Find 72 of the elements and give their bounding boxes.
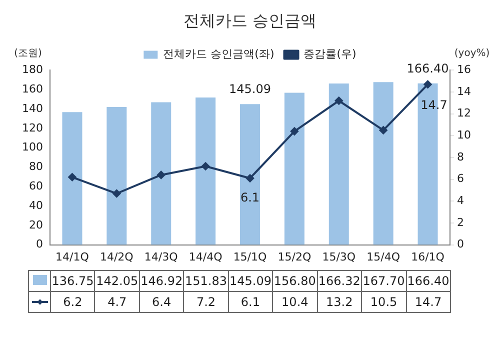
legend-label: 증감률(우) — [304, 48, 356, 61]
y2-tick-label: 10 — [457, 128, 471, 142]
y-tick-label: 20 — [29, 218, 43, 232]
x-tick-label: 14/4Q — [188, 250, 223, 264]
annotation: 166.40 — [406, 62, 449, 76]
data-label: 145.09 — [228, 270, 273, 292]
data-label: 146.92 — [139, 270, 184, 292]
bar — [240, 104, 260, 245]
bar — [328, 83, 349, 245]
data-label: 10.4 — [272, 292, 318, 312]
y2-tick-label: 12 — [457, 106, 471, 120]
x-tick-label: 15/1Q — [233, 250, 268, 264]
y2-tick-label: 14 — [457, 84, 471, 98]
data-label: 6.1 — [228, 292, 273, 312]
bar — [151, 102, 172, 245]
bar — [106, 107, 127, 245]
data-label: 7.2 — [184, 292, 228, 312]
x-tick-label: 14/3Q — [144, 250, 178, 264]
annotation: 6.1 — [240, 190, 260, 205]
x-tick-label: 14/1Q — [56, 250, 90, 264]
point — [157, 170, 166, 179]
data-label: 151.83 — [184, 270, 228, 292]
point — [202, 162, 210, 170]
data-label: 136.75 — [50, 270, 95, 292]
y-tick-label: 100 — [22, 140, 43, 154]
data-label: 13.2 — [317, 292, 362, 312]
data-label: 4.7 — [94, 292, 140, 312]
bar — [196, 98, 216, 245]
legend-label: 전체카드 승인금액(좌) — [163, 48, 274, 61]
x-tick-label: 15/2Q — [278, 250, 312, 264]
bar — [373, 82, 394, 245]
x-tick-label: 15/3Q — [322, 250, 356, 264]
x-tick-label: 16/1Q — [411, 250, 445, 264]
annotation: 145.09 — [229, 82, 271, 96]
point — [379, 126, 388, 134]
bar — [284, 92, 304, 245]
data-label: 142.05 — [94, 270, 140, 292]
data-label: 167.70 — [362, 270, 406, 292]
y-tick-label: 120 — [22, 121, 43, 134]
annotation: 14.7 — [420, 98, 448, 112]
y-axis-title: (조원) — [14, 48, 42, 59]
y-tick-label: 140 — [22, 102, 43, 115]
point — [246, 174, 254, 182]
y2-tick-label: 8 — [457, 150, 464, 164]
y2-tick-label: 6 — [457, 172, 464, 186]
y-tick-label: 180 — [22, 63, 43, 76]
chart-title: 전체카드 승인금액 — [183, 10, 317, 30]
data-label: 156.80 — [272, 270, 318, 292]
y2-tick-label: 2 — [457, 216, 464, 229]
y-tick-label: 0 — [36, 238, 43, 251]
data-label: 6.2 — [50, 292, 95, 312]
data-label: 166.32 — [317, 270, 362, 292]
y2-axis-title: (yoy%) — [454, 48, 490, 59]
y2-tick-label: 4 — [457, 194, 464, 208]
y2-tick-label: 0 — [457, 238, 464, 251]
point — [112, 190, 121, 198]
data-label: 14.7 — [406, 292, 450, 312]
y-tick-label: 60 — [29, 179, 43, 192]
y2-tick-label: 16 — [457, 63, 471, 76]
point — [68, 173, 76, 182]
bar — [62, 112, 82, 245]
y-tick-label: 80 — [29, 160, 43, 174]
point — [290, 127, 298, 136]
point — [334, 96, 343, 105]
y-tick-label: 160 — [22, 82, 43, 96]
point — [424, 80, 432, 88]
x-tick-label: 14/2Q — [100, 250, 134, 264]
data-label: 10.5 — [362, 292, 406, 312]
y-tick-label: 40 — [29, 198, 43, 212]
x-tick-label: 15/4Q — [366, 250, 400, 264]
data-label: 6.4 — [139, 292, 184, 312]
data-label: 166.40 — [406, 270, 450, 292]
